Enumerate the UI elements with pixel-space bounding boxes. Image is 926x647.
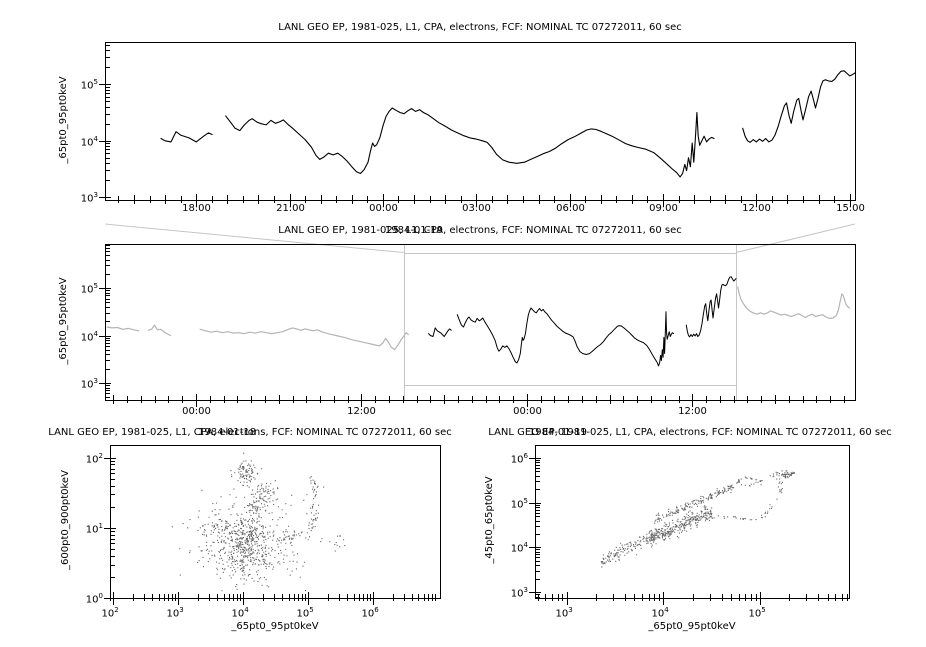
x-tick-label: 102 [101, 606, 119, 620]
time-tick-label: 00:00 [369, 203, 398, 214]
x-tick-label: 106 [361, 606, 379, 620]
x-tick-label: 105 [296, 606, 314, 620]
y-tick-label: 100 [85, 592, 103, 606]
middle-panel-frame [105, 244, 856, 401]
zoom-connector-left [104, 223, 404, 254]
y-tick-label: 105 [510, 497, 528, 511]
time-tick-label: 00:00 [513, 406, 542, 417]
scatter-right-frame [535, 445, 850, 599]
panel4-title: LANL GEO EP, 1981-025, L1, CPA, electron… [488, 427, 892, 438]
time-tick-label: 12:00 [347, 406, 376, 417]
zoom-highlight-series-line [428, 276, 737, 367]
axis-date-label: 1984-01-18 [197, 427, 257, 438]
y-tick-label: 103 [80, 191, 98, 205]
y-tick-label: 104 [80, 330, 98, 344]
axis-date-label: 1984-01-19 [528, 427, 587, 438]
scatter-left-frame [110, 445, 441, 599]
panel3-title: LANL GEO EP, 1981-025, L1, CPA, electron… [48, 427, 452, 438]
y-tick-label: 103 [80, 377, 98, 391]
scatter-45-65-points [600, 470, 795, 568]
panel1-title: LANL GEO EP, 1981-025, L1, CPA, electron… [278, 22, 682, 33]
x-tick-label: 103 [555, 606, 573, 620]
y-tick-label: 106 [510, 452, 528, 466]
panel2-title: LANL GEO EP, 1981-025, L1, CPA, electron… [278, 225, 682, 236]
context-series-line [106, 286, 851, 351]
y-tick-label: 104 [80, 135, 98, 149]
time-tick-label: 18:00 [182, 203, 211, 214]
top-panel-frame [105, 42, 856, 201]
panel3-xlabel: _65pt0_95pt0keV [231, 621, 319, 632]
panel4-xlabel: _65pt0_95pt0keV [648, 621, 736, 632]
top-series-line [160, 70, 856, 178]
time-tick-label: 09:00 [649, 203, 678, 214]
axis-date-label: 1984-01-19 [384, 225, 444, 236]
x-tick-label: 104 [231, 606, 249, 620]
y-tick-label: 105 [80, 78, 98, 92]
time-tick-label: 15:00 [836, 203, 865, 214]
y-tick-label: 101 [85, 522, 103, 536]
y-tick-label: 103 [510, 586, 528, 600]
x-tick-label: 104 [651, 606, 669, 620]
zoom-connector-right [735, 223, 856, 254]
time-tick-label: 21:00 [276, 203, 305, 214]
y-tick-label: 105 [80, 282, 98, 296]
scatter-600-900-points [171, 452, 346, 592]
time-tick-label: 00:00 [182, 406, 211, 417]
x-tick-label: 103 [166, 606, 184, 620]
x-tick-label: 105 [748, 606, 766, 620]
y-tick-label: 104 [510, 541, 528, 555]
time-tick-label: 03:00 [462, 203, 491, 214]
time-tick-label: 06:00 [556, 203, 585, 214]
time-tick-label: 12:00 [678, 406, 707, 417]
time-tick-label: 12:00 [742, 203, 771, 214]
y-tick-label: 102 [85, 452, 103, 466]
